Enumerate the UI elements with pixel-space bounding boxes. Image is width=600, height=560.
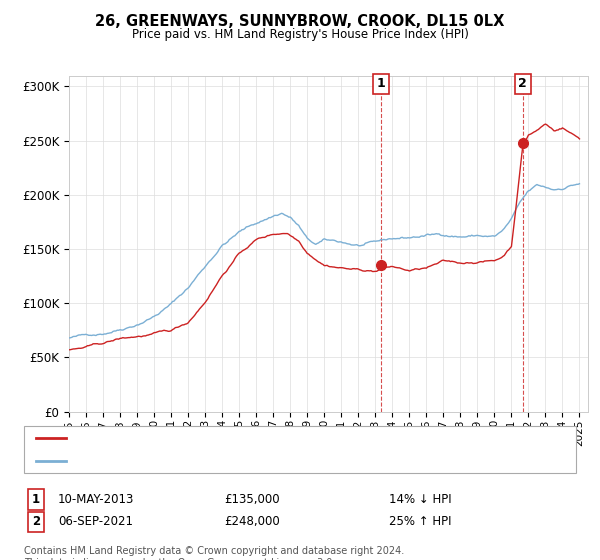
- Text: £135,000: £135,000: [224, 493, 280, 506]
- Text: 06-SEP-2021: 06-SEP-2021: [59, 515, 133, 529]
- Text: Contains HM Land Registry data © Crown copyright and database right 2024.
This d: Contains HM Land Registry data © Crown c…: [24, 546, 404, 560]
- Text: 1: 1: [32, 493, 40, 506]
- Text: Price paid vs. HM Land Registry's House Price Index (HPI): Price paid vs. HM Land Registry's House …: [131, 28, 469, 41]
- Text: 25% ↑ HPI: 25% ↑ HPI: [389, 515, 451, 529]
- Text: 26, GREENWAYS, SUNNYBROW, CROOK, DL15 0LX: 26, GREENWAYS, SUNNYBROW, CROOK, DL15 0L…: [95, 14, 505, 29]
- Text: 26, GREENWAYS, SUNNYBROW, CROOK, DL15 0LX (detached house): 26, GREENWAYS, SUNNYBROW, CROOK, DL15 0L…: [69, 433, 450, 444]
- Text: 10-MAY-2013: 10-MAY-2013: [58, 493, 134, 506]
- Text: £248,000: £248,000: [224, 515, 280, 529]
- Text: 14% ↓ HPI: 14% ↓ HPI: [389, 493, 451, 506]
- Text: 2: 2: [32, 515, 40, 529]
- Text: 2: 2: [518, 77, 527, 90]
- Text: 1: 1: [377, 77, 386, 90]
- Text: HPI: Average price, detached house, County Durham: HPI: Average price, detached house, Coun…: [69, 456, 364, 466]
